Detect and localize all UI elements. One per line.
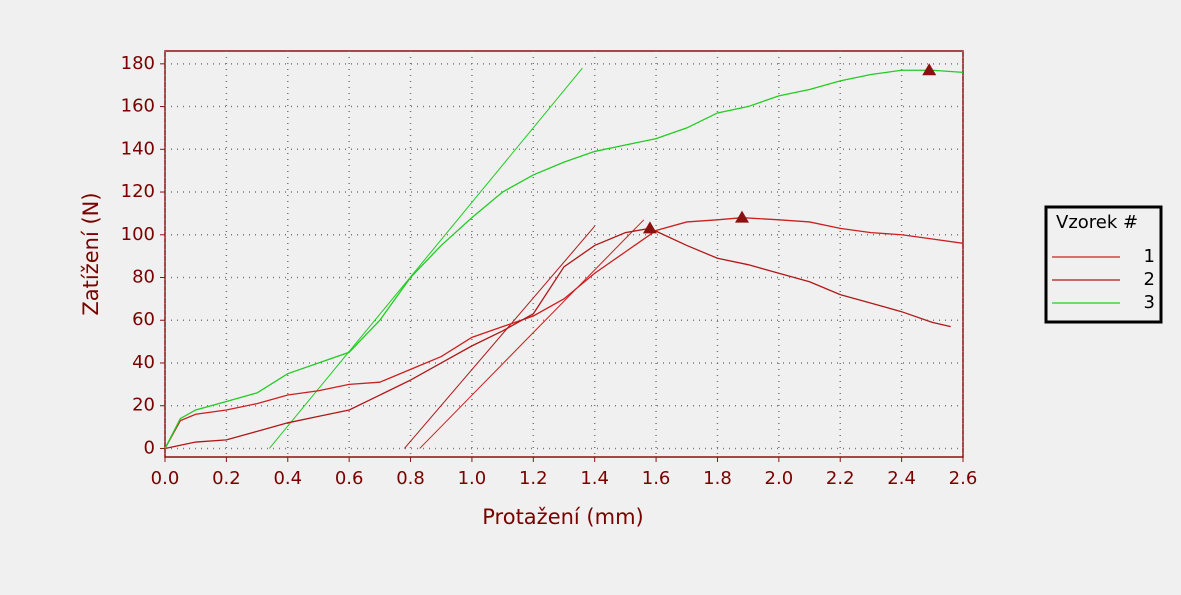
x-axis-label: Protažení (mm) <box>482 505 643 529</box>
series-line <box>164 217 964 449</box>
x-tick-label: 1.6 <box>642 468 671 489</box>
x-tick-label: 1.4 <box>580 468 609 489</box>
y-tick-label: 160 <box>121 96 155 117</box>
tangent-line <box>404 225 596 449</box>
tangent-line <box>268 67 583 449</box>
legend-label: 3 <box>1144 292 1155 313</box>
peak-marker <box>922 63 937 76</box>
legend-label: 2 <box>1144 269 1155 290</box>
x-tick-label: 1.2 <box>519 468 548 489</box>
peak-marker <box>735 210 750 223</box>
y-tick-label: 80 <box>132 267 155 288</box>
x-tick-label: 0.6 <box>335 468 364 489</box>
y-tick-label: 100 <box>121 224 155 245</box>
x-tick-label: 2.2 <box>826 468 855 489</box>
peak-marker <box>642 221 657 234</box>
x-tick-label: 2.0 <box>765 468 794 489</box>
series-line <box>164 227 951 450</box>
tangent-line <box>419 219 645 449</box>
x-tick-label: 0.0 <box>151 468 180 489</box>
y-tick-label: 40 <box>132 352 155 373</box>
plot-area <box>164 50 964 458</box>
y-tick-label: 20 <box>132 395 155 416</box>
y-tick-label: 120 <box>121 181 155 202</box>
legend-label: 1 <box>1144 246 1155 267</box>
y-tick-label: 140 <box>121 138 155 159</box>
x-tick-label: 2.6 <box>949 468 978 489</box>
x-tick-label: 0.2 <box>212 468 241 489</box>
x-tick-label: 1.0 <box>458 468 487 489</box>
series-line <box>164 69 964 449</box>
x-tick-label: 0.8 <box>396 468 425 489</box>
x-tick-label: 0.4 <box>273 468 302 489</box>
x-tick-label: 1.8 <box>703 468 732 489</box>
legend-title: Vzorek # <box>1056 212 1138 233</box>
y-tick-label: 0 <box>144 437 155 458</box>
x-tick-label: 2.4 <box>887 468 916 489</box>
y-axis-label: Zatížení (N) <box>79 192 103 315</box>
y-tick-label: 60 <box>132 309 155 330</box>
y-tick-label: 180 <box>121 53 155 74</box>
